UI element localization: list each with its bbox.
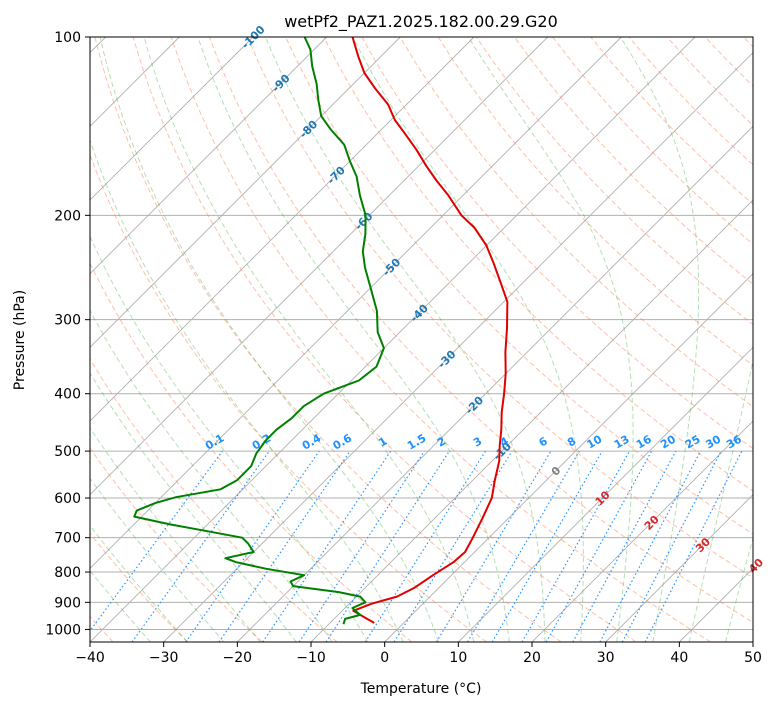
plot-background bbox=[90, 37, 753, 642]
isotherm-line bbox=[237, 125, 753, 642]
dry-adiabat bbox=[90, 262, 413, 642]
moist-adiabat bbox=[90, 427, 261, 642]
plot-frame bbox=[89, 36, 754, 643]
isotherm-line bbox=[90, 37, 548, 496]
y-tick-label: 900 bbox=[54, 595, 81, 611]
y-tick-label: 600 bbox=[54, 491, 81, 507]
dry-adiabat bbox=[399, 37, 753, 408]
isotherm-line bbox=[90, 37, 254, 201]
moist-adiabat bbox=[90, 309, 333, 642]
dry-adiabat bbox=[90, 532, 189, 642]
x-axis-label: Temperature (°C) bbox=[360, 681, 482, 697]
sounding-traces bbox=[133, 37, 509, 625]
dewpoint-trace bbox=[133, 37, 385, 625]
x-tick-label: 50 bbox=[744, 650, 762, 666]
y-axis: 1000 900 800 700 600 500 400 300 200 100 bbox=[45, 30, 90, 638]
mixing-ratio-line bbox=[572, 450, 677, 642]
x-tick-label: −10 bbox=[296, 650, 326, 666]
mixing-ratio-line bbox=[491, 450, 603, 642]
mixing-ratio-line bbox=[521, 450, 631, 642]
dry-adiabat bbox=[247, 37, 753, 579]
isotherm-line bbox=[90, 37, 696, 642]
temperature-trace bbox=[351, 37, 509, 624]
isotherm-line bbox=[531, 420, 753, 642]
mixing-ratio-line bbox=[218, 450, 351, 642]
x-tick-label: −30 bbox=[149, 650, 179, 666]
y-tick-label: 200 bbox=[54, 208, 81, 224]
dry-adiabat bbox=[208, 37, 753, 623]
isotherm-line bbox=[163, 52, 753, 642]
y-tick-label: 500 bbox=[54, 444, 81, 460]
y-tick-label: 1000 bbox=[45, 622, 81, 638]
isotherm-line bbox=[90, 37, 327, 275]
mixing-ratio-line bbox=[393, 450, 513, 642]
moist-adiabat bbox=[265, 37, 546, 642]
isotherm-line bbox=[90, 37, 475, 422]
moist-adiabat bbox=[688, 358, 753, 642]
moist-adiabat bbox=[90, 235, 369, 642]
x-tick-label: −40 bbox=[75, 650, 105, 666]
x-tick-label: 30 bbox=[597, 650, 615, 666]
y-tick-label: 400 bbox=[54, 387, 81, 403]
isotherm-line bbox=[310, 199, 753, 642]
mixing-ratio-line bbox=[185, 450, 320, 642]
dry-adiabat bbox=[90, 447, 263, 642]
x-axis: −40 −30 −20 −10 0 10 20 30 40 50 bbox=[75, 642, 762, 666]
moist-adiabat bbox=[352, 37, 584, 642]
isotherm-line bbox=[752, 641, 753, 642]
x-tick-label: −20 bbox=[223, 650, 253, 666]
moist-adiabat bbox=[197, 37, 510, 642]
dry-adiabat bbox=[132, 37, 637, 642]
moist-adiabat bbox=[619, 37, 700, 642]
isotherm-line bbox=[458, 346, 753, 642]
x-tick-label: 10 bbox=[449, 650, 467, 666]
y-axis-label: Pressure (hPa) bbox=[12, 290, 28, 390]
moist-adiabat bbox=[725, 536, 753, 642]
y-tick-label: 300 bbox=[54, 313, 81, 329]
x-tick-label: 0 bbox=[380, 650, 389, 666]
isotherm-line bbox=[605, 494, 753, 642]
y-tick-label: 800 bbox=[54, 565, 81, 581]
dry-adiabat bbox=[90, 357, 338, 642]
mixing-ratio-line bbox=[435, 450, 552, 642]
moist-adiabat bbox=[90, 477, 225, 642]
y-tick-label: 100 bbox=[54, 30, 81, 46]
dry-adiabat bbox=[90, 153, 487, 642]
dry-adiabat bbox=[514, 37, 753, 285]
isotherm-line bbox=[90, 37, 401, 348]
y-tick-label: 700 bbox=[54, 531, 81, 547]
isotherm-line bbox=[90, 37, 622, 569]
mixing-ratio-line bbox=[545, 450, 653, 642]
moist-adiabat bbox=[90, 371, 297, 642]
isotherm-line bbox=[384, 273, 753, 642]
reference-lines bbox=[90, 37, 753, 642]
x-tick-label: 20 bbox=[523, 650, 541, 666]
dry-adiabat bbox=[170, 37, 711, 642]
mixing-ratio-line bbox=[364, 450, 486, 642]
mixing-ratio-line bbox=[466, 450, 580, 642]
moist-adiabat bbox=[90, 138, 404, 642]
chart-title: wetPf2_PAZ1.2025.182.00.29.G20 bbox=[284, 12, 558, 32]
moist-adiabat bbox=[143, 37, 475, 642]
mixing-ratio-line bbox=[325, 450, 450, 642]
dry-adiabat bbox=[437, 37, 753, 366]
x-tick-label: 40 bbox=[670, 650, 688, 666]
moist-adiabat bbox=[99, 37, 439, 642]
dry-adiabat bbox=[94, 37, 562, 642]
